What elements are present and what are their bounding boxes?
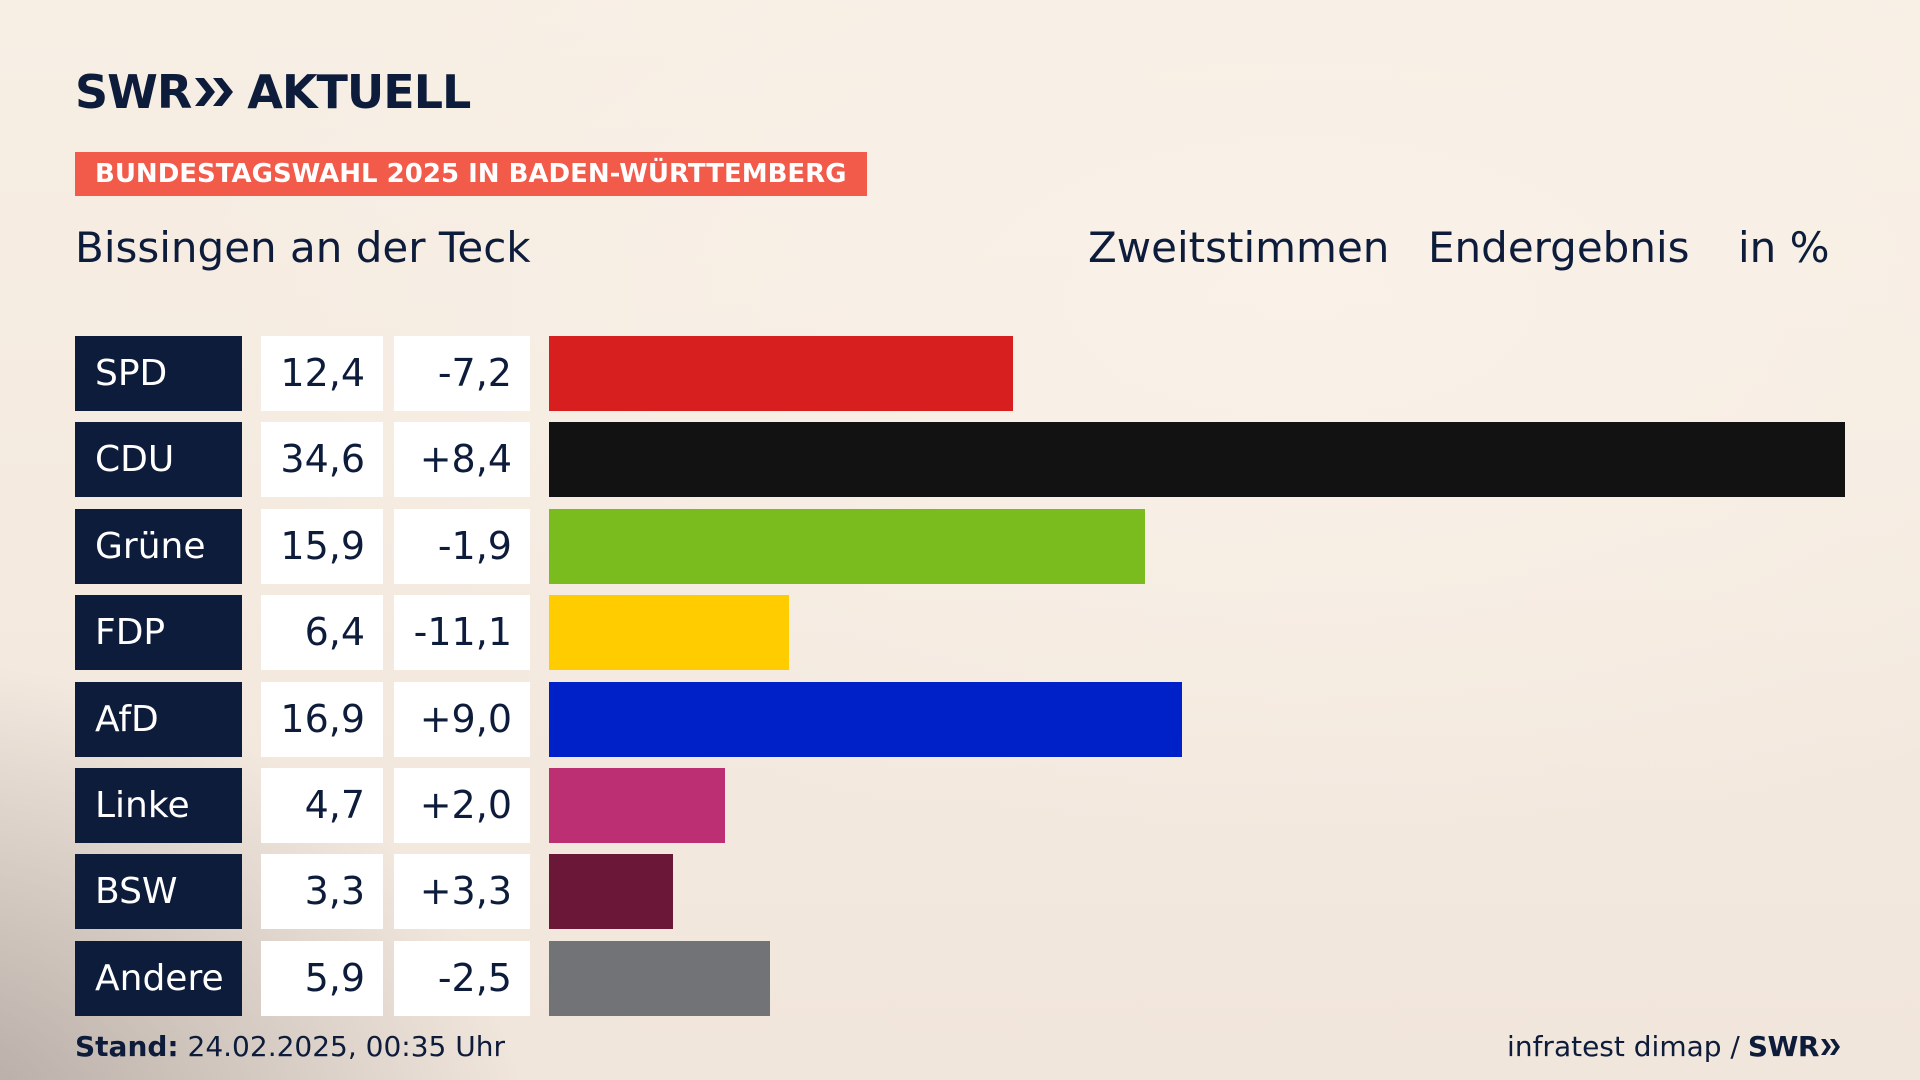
value-label: 12,4 bbox=[261, 336, 383, 411]
double-chevron-icon bbox=[195, 78, 234, 106]
logo-aktuell-text: AKTUELL bbox=[247, 65, 471, 119]
status-header: Endergebnis bbox=[1428, 223, 1690, 272]
bar-linke bbox=[549, 768, 725, 843]
change-label: -2,5 bbox=[394, 940, 530, 1016]
party-label: FDP bbox=[75, 595, 242, 671]
chart-row: Andere 5,9 -2,5 bbox=[0, 940, 1920, 1016]
bar-grüne bbox=[549, 508, 1145, 584]
value-label: 16,9 bbox=[261, 681, 383, 757]
chart-row: FDP 6,4 -11,1 bbox=[0, 595, 1920, 671]
party-label: Andere bbox=[75, 940, 242, 1016]
logo-swr-text: SWR bbox=[75, 65, 192, 119]
party-label: Grüne bbox=[75, 508, 242, 584]
chart-row: CDU 34,6 +8,4 bbox=[0, 422, 1920, 498]
swr-aktuell-logo: SWR AKTUELL bbox=[75, 65, 471, 119]
change-label: +9,0 bbox=[394, 681, 530, 757]
party-label: SPD bbox=[75, 336, 242, 411]
stand-label: Stand: bbox=[75, 1030, 179, 1063]
value-label: 34,6 bbox=[261, 422, 383, 498]
change-label: -11,1 bbox=[394, 595, 530, 671]
chart-row: Linke 4,7 +2,0 bbox=[0, 768, 1920, 843]
value-label: 4,7 bbox=[261, 768, 383, 843]
party-label: Linke bbox=[75, 768, 242, 843]
place-title: Bissingen an der Teck bbox=[75, 223, 531, 272]
timestamp: Stand: 24.02.2025, 00:35 Uhr bbox=[75, 1030, 505, 1064]
chart-row: Grüne 15,9 -1,9 bbox=[0, 508, 1920, 584]
unit-header: in % bbox=[1738, 223, 1830, 272]
election-tag: BUNDESTAGSWAHL 2025 IN BADEN-WÜRTTEMBERG bbox=[75, 152, 867, 196]
vote-type-header: Zweitstimmen bbox=[1088, 223, 1390, 272]
change-label: +8,4 bbox=[394, 422, 530, 498]
bar-afd bbox=[549, 681, 1182, 757]
chart-row: SPD 12,4 -7,2 bbox=[0, 336, 1920, 411]
chart-row: AfD 16,9 +9,0 bbox=[0, 681, 1920, 757]
value-label: 6,4 bbox=[261, 595, 383, 671]
source-brand: SWR bbox=[1747, 1030, 1820, 1063]
value-label: 5,9 bbox=[261, 940, 383, 1016]
party-label: BSW bbox=[75, 854, 242, 930]
stand-value: 24.02.2025, 00:35 Uhr bbox=[187, 1030, 505, 1063]
party-label: CDU bbox=[75, 422, 242, 498]
change-label: +3,3 bbox=[394, 854, 530, 930]
bar-cdu bbox=[549, 422, 1845, 498]
value-label: 15,9 bbox=[261, 508, 383, 584]
change-label: -1,9 bbox=[394, 508, 530, 584]
bar-spd bbox=[549, 336, 1013, 411]
source-text: infratest dimap / bbox=[1507, 1030, 1740, 1063]
bar-bsw bbox=[549, 854, 673, 930]
change-label: +2,0 bbox=[394, 768, 530, 843]
small-double-chevron-icon bbox=[1821, 1039, 1840, 1055]
chart-row: BSW 3,3 +3,3 bbox=[0, 854, 1920, 930]
value-label: 3,3 bbox=[261, 854, 383, 930]
bar-andere bbox=[549, 940, 770, 1016]
bar-fdp bbox=[549, 595, 789, 671]
source-credit: infratest dimap / SWR bbox=[1507, 1030, 1842, 1064]
change-label: -7,2 bbox=[394, 336, 530, 411]
party-label: AfD bbox=[75, 681, 242, 757]
